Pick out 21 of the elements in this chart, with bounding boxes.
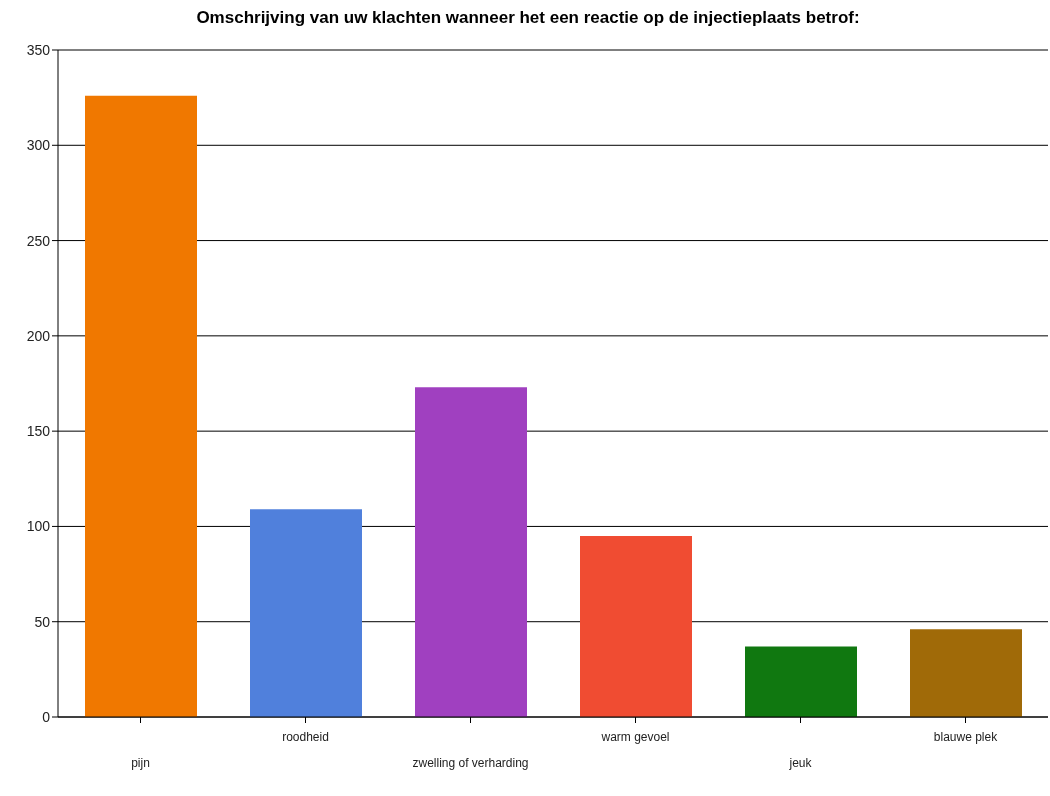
y-tick-label: 250 [26,232,51,249]
x-tick-label: pijn [131,756,150,770]
bar [745,646,857,717]
y-tick-label: 0 [42,708,51,725]
bar [415,387,527,717]
x-tick-label: roodheid [282,730,329,744]
y-tick-label: 350 [26,41,51,58]
y-tick-label: 150 [26,423,51,440]
y-tick-label: 200 [26,327,51,344]
x-tick-label: jeuk [788,756,813,770]
x-tick-label: zwelling of verharding [412,756,529,770]
x-tick-label: warm gevoel [600,730,670,744]
y-tick-label: 50 [34,613,51,630]
bar [85,95,197,717]
y-tick-label: 300 [26,137,51,154]
bar [250,509,362,717]
y-tick-label: 100 [26,518,51,535]
x-tick-label: blauwe plek [933,730,999,744]
chart-title: Omschrijving van uw klachten wanneer het een reactie op de injectieplaats betrof: [195,8,861,28]
bar [580,535,692,717]
bar [910,629,1022,717]
